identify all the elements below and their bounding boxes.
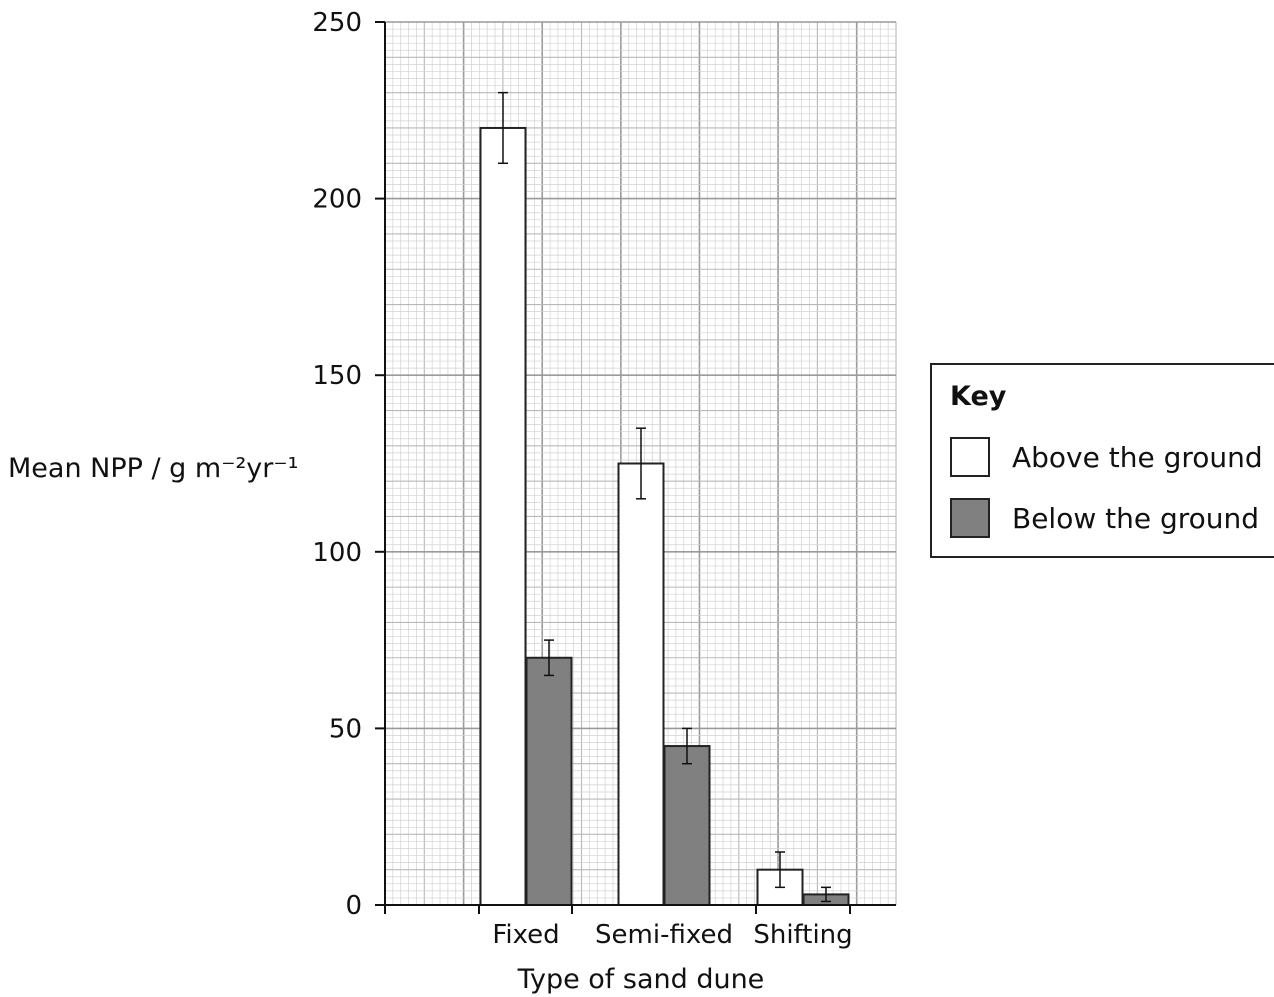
y-axis-title: Mean NPP / g m⁻²yr⁻¹ bbox=[8, 453, 298, 484]
legend-item-below: Below the ground bbox=[950, 498, 1259, 538]
legend-label-below: Below the ground bbox=[1012, 501, 1260, 535]
legend: Key Above the ground Below the ground bbox=[930, 363, 1274, 558]
legend-label-above: Above the ground bbox=[1012, 440, 1263, 474]
y-tick-label: 200 bbox=[312, 185, 362, 215]
bar-fixed-below bbox=[525, 656, 573, 907]
x-axis-title: Type of sand dune bbox=[517, 964, 765, 995]
bars bbox=[479, 91, 850, 907]
x-tick-label: Shifting bbox=[753, 920, 852, 950]
x-tick-label: Semi-fixed bbox=[595, 920, 733, 950]
legend-title: Key bbox=[950, 381, 1007, 412]
axes: 0 50 100 150 200 250 Fixed Semi-fixed Shifting bbox=[312, 8, 896, 950]
legend-item-above: Above the ground bbox=[950, 437, 1263, 477]
y-tick-label: 100 bbox=[312, 538, 362, 568]
y-tick-label: 50 bbox=[329, 714, 362, 744]
bar-fixed-above bbox=[479, 126, 527, 906]
bar-semi-fixed-below bbox=[663, 745, 711, 906]
x-tick-label: Fixed bbox=[492, 920, 559, 950]
legend-swatch-above bbox=[950, 437, 990, 477]
legend-swatch-below bbox=[950, 498, 990, 538]
bar-semi-fixed-above bbox=[617, 462, 665, 906]
y-tick-label: 250 bbox=[312, 8, 362, 38]
y-tick-label: 150 bbox=[312, 361, 362, 391]
y-tick-label: 0 bbox=[345, 891, 362, 921]
